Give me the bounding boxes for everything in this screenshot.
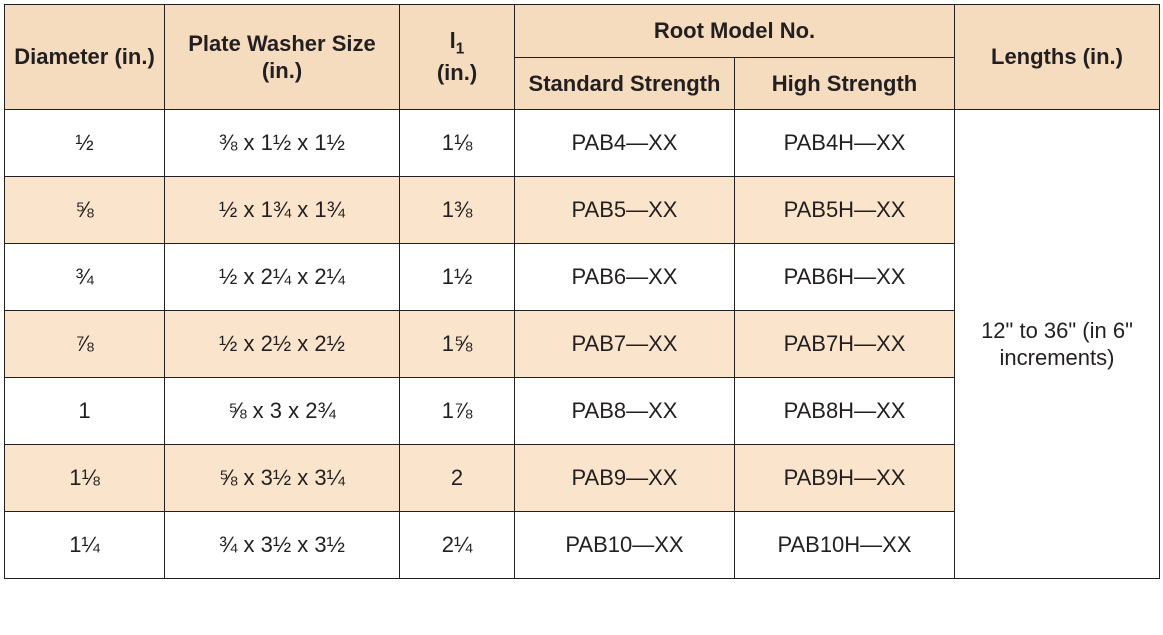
cell-high: PAB5H—XX [735,177,955,244]
col-header-diameter: Diameter (in.) [5,5,165,110]
cell-l1: 1⅝ [400,311,515,378]
cell-plate: ⅝ x 3½ x 3¼ [165,445,400,512]
cell-diameter: 1 [5,378,165,445]
cell-high: PAB9H—XX [735,445,955,512]
cell-std: PAB6—XX [515,244,735,311]
cell-std: PAB4—XX [515,110,735,177]
table-header: Diameter (in.) Plate Washer Size (in.) l… [5,5,1160,110]
cell-std: PAB8—XX [515,378,735,445]
header-text: Standard Strength [529,71,721,96]
cell-high: PAB8H—XX [735,378,955,445]
cell-plate: ⅜ x 1½ x 1½ [165,110,400,177]
cell-high: PAB10H—XX [735,512,955,579]
col-header-plate-washer: Plate Washer Size (in.) [165,5,400,110]
cell-l1: 1⅛ [400,110,515,177]
col-header-l1: l1(in.) [400,5,515,110]
header-text: Diameter (in.) [14,44,155,69]
cell-diameter: ¾ [5,244,165,311]
cell-std: PAB7—XX [515,311,735,378]
cell-l1: 1⅜ [400,177,515,244]
anchor-bolt-spec-table: Diameter (in.) Plate Washer Size (in.) l… [4,4,1160,579]
cell-std: PAB9—XX [515,445,735,512]
col-header-standard-strength: Standard Strength [515,57,735,110]
header-text: Lengths (in.) [991,44,1123,69]
header-text: Root Model No. [654,18,815,43]
header-text: Plate Washer Size (in.) [188,31,375,84]
cell-lengths: 12" to 36" (in 6" increments) [955,110,1160,579]
col-header-high-strength: High Strength [735,57,955,110]
cell-plate: ½ x 2¼ x 2¼ [165,244,400,311]
cell-std: PAB5—XX [515,177,735,244]
cell-diameter: ⅝ [5,177,165,244]
cell-plate: ¾ x 3½ x 3½ [165,512,400,579]
col-header-root-model: Root Model No. [515,5,955,58]
cell-l1: 1⅞ [400,378,515,445]
col-header-lengths: Lengths (in.) [955,5,1160,110]
table-body: ½ ⅜ x 1½ x 1½ 1⅛ PAB4—XX PAB4H—XX 12" to… [5,110,1160,579]
cell-high: PAB6H—XX [735,244,955,311]
header-text: l1(in.) [437,28,477,85]
header-text: High Strength [772,71,917,96]
cell-std: PAB10—XX [515,512,735,579]
cell-plate: ½ x 2½ x 2½ [165,311,400,378]
cell-diameter: ½ [5,110,165,177]
cell-plate: ⅝ x 3 x 2¾ [165,378,400,445]
cell-high: PAB7H—XX [735,311,955,378]
cell-plate: ½ x 1¾ x 1¾ [165,177,400,244]
cell-diameter: 1⅛ [5,445,165,512]
cell-high: PAB4H—XX [735,110,955,177]
cell-diameter: ⅞ [5,311,165,378]
cell-l1: 1½ [400,244,515,311]
cell-diameter: 1¼ [5,512,165,579]
table-row: ½ ⅜ x 1½ x 1½ 1⅛ PAB4—XX PAB4H—XX 12" to… [5,110,1160,177]
cell-l1: 2¼ [400,512,515,579]
cell-l1: 2 [400,445,515,512]
